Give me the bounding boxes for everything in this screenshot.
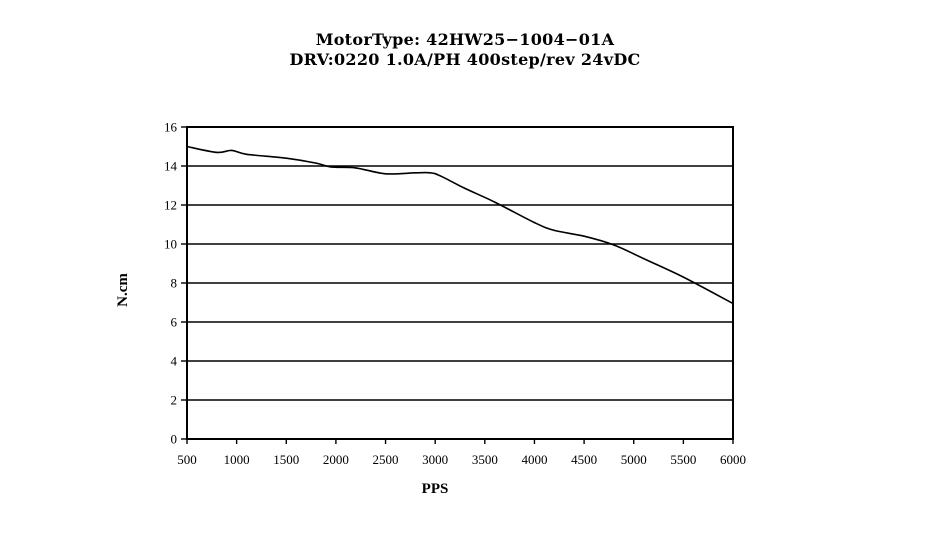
y-tick-label: 16 xyxy=(164,120,178,135)
y-axis-title: N.cm xyxy=(115,273,131,307)
x-tick-label: 500 xyxy=(177,452,197,467)
data-point xyxy=(315,162,317,164)
series-layer xyxy=(186,145,734,305)
x-tick-label: 3000 xyxy=(422,452,448,467)
x-tick-label: 1500 xyxy=(273,452,299,467)
tick-marks xyxy=(181,126,734,444)
y-tick-label: 4 xyxy=(171,354,178,369)
x-tick-label: 2000 xyxy=(323,452,349,467)
y-tick-label: 0 xyxy=(171,432,178,447)
x-tick-label: 3500 xyxy=(472,452,498,467)
chart-title: MotorType: 42HW25−1004−01A xyxy=(315,30,615,49)
x-tick-label: 6000 xyxy=(720,452,746,467)
torque-curve xyxy=(186,145,734,305)
y-tick-label: 6 xyxy=(171,315,178,330)
data-point xyxy=(384,173,387,175)
x-tick-label: 1000 xyxy=(224,452,250,467)
y-tick-label: 2 xyxy=(171,393,178,408)
data-point xyxy=(439,174,441,177)
y-tick-label: 12 xyxy=(164,198,177,213)
y-tick-label: 10 xyxy=(164,237,177,252)
data-point xyxy=(583,235,585,237)
data-point xyxy=(642,257,645,260)
data-point xyxy=(245,153,248,156)
y-tick-labels: 0 2 4 6 8 10 12 14 16 xyxy=(164,120,178,447)
data-point xyxy=(330,166,332,168)
data-point xyxy=(493,201,496,203)
data-point xyxy=(354,167,357,169)
x-axis-title: PPS xyxy=(422,481,449,497)
grid-lines xyxy=(187,165,733,401)
chart-subtitle: DRV:0220 1.0A/PH 400step/rev 24vDC xyxy=(289,50,641,69)
data-point xyxy=(414,172,417,174)
x-tick-labels: 500 1000 1500 2000 2500 3000 3500 4000 4500 5000 5… xyxy=(177,452,746,467)
data-point xyxy=(285,157,288,159)
data-point xyxy=(429,172,432,174)
x-tick-label: 5500 xyxy=(670,452,696,467)
data-point xyxy=(613,244,615,246)
data-point xyxy=(230,149,233,152)
data-point xyxy=(533,221,536,224)
x-tick-label: 5000 xyxy=(621,452,647,467)
y-tick-label: 8 xyxy=(171,276,178,291)
data-point xyxy=(682,276,685,278)
chart-title-block: MotorType: 42HW25−1004−01A DRV:0220 1.0A… xyxy=(0,30,930,70)
y-tick-label: 14 xyxy=(164,159,178,174)
x-tick-label: 4000 xyxy=(521,452,547,467)
x-tick-label: 4500 xyxy=(571,452,597,467)
x-tick-label: 2500 xyxy=(373,452,399,467)
data-point xyxy=(215,151,218,154)
data-point xyxy=(464,187,466,190)
data-point xyxy=(553,229,556,232)
